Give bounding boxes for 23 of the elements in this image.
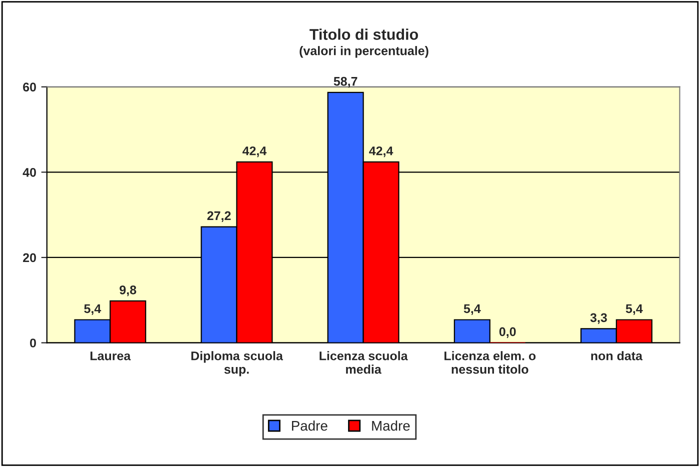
data-label: 3,3 [590, 313, 607, 324]
data-label: 0,0 [499, 327, 516, 338]
y-tick-label: 60 [23, 82, 36, 92]
data-label: 5,4 [84, 304, 102, 315]
data-label: 27,2 [207, 211, 231, 222]
x-tick-label: Licenza scuola media [320, 351, 408, 374]
y-tick-label: 40 [22, 168, 36, 177]
data-label: 58,7 [334, 76, 358, 88]
chart-title: Titolo di studio [310, 28, 418, 40]
data-label: 42,4 [242, 146, 267, 158]
data-label: 5,4 [626, 304, 643, 315]
x-tick-label: Diploma scuola sup. [191, 351, 284, 376]
y-tick-label: 20 [23, 253, 36, 262]
data-label: 5,4 [464, 304, 481, 315]
data-label: 9,8 [120, 285, 136, 296]
x-tick-label: Licenza elem. o nessun titolo [444, 351, 536, 374]
legend-label: Madre [372, 420, 410, 431]
x-tick-label: Laurea [90, 352, 131, 360]
y-tick-label: 0 [30, 338, 36, 348]
data-label: 42,4 [369, 146, 394, 158]
legend-label: Padre [292, 420, 328, 431]
chart-subtitle: (valori in percentuale) [300, 46, 428, 58]
x-tick-label: non data [591, 351, 643, 360]
